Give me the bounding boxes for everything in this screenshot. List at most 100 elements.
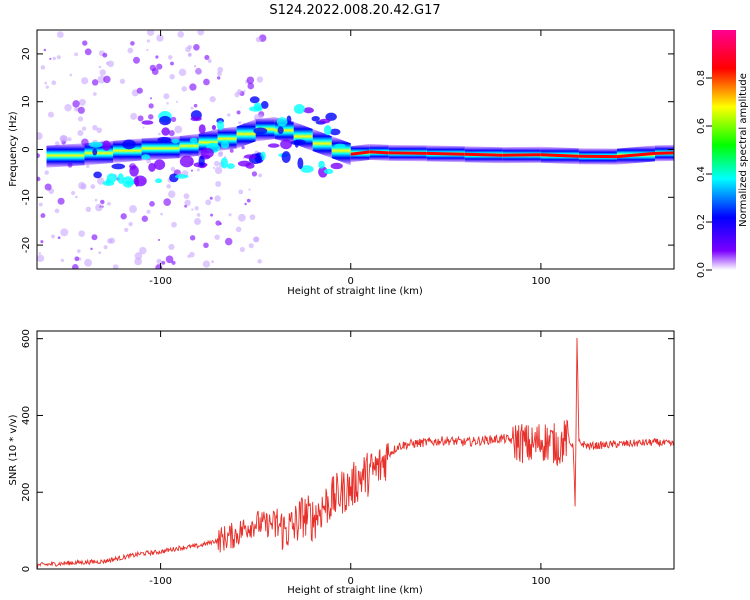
heatmap-noise-cell: [98, 65, 102, 69]
heatmap-noise-cell: [49, 57, 52, 60]
colorbar-label: Normalized spectral amplitude: [738, 73, 749, 227]
heatmap-noise-cell: [142, 126, 145, 129]
heatmap-blob: [318, 166, 328, 178]
heatmap-blob: [329, 128, 341, 136]
heatmap-noise-cell: [133, 56, 140, 64]
spectrogram-y-label: Frequency (Hz): [8, 111, 19, 187]
heatmap-noise-cell: [244, 202, 247, 206]
heatmap-noise-cell: [195, 68, 203, 75]
heatmap-blob: [189, 137, 198, 143]
heatmap-noise-cell: [69, 73, 73, 77]
heatmap-noise-cell: [156, 63, 163, 70]
heatmap-noise-cell: [204, 54, 210, 60]
heatmap-noise-cell: [178, 68, 187, 77]
heatmap-blob: [89, 141, 103, 148]
heatmap-noise-cell: [171, 260, 176, 265]
heatmap-ridge-segment: [46, 143, 85, 168]
heatmap-noise-cell: [120, 213, 127, 220]
heatmap-blob: [290, 140, 304, 145]
heatmap-blob: [286, 115, 292, 124]
heatmap-noise-cell: [155, 264, 163, 269]
heatmap-noise-cell: [248, 188, 251, 191]
heatmap-ridge-peak: [350, 150, 370, 156]
heatmap-blob: [267, 143, 280, 148]
heatmap-noise-cell: [194, 217, 201, 225]
heatmap-noise-cell: [165, 255, 174, 264]
heatmap-x-tick-label: 0: [348, 276, 354, 287]
heatmap-noise-cell: [127, 47, 134, 54]
colorbar-ticks: 0.0 0.2 0.4 0.6 0.8: [696, 70, 712, 278]
heatmap-noise-cell: [175, 100, 179, 103]
snr-y-ticks: 0 200 400 600: [21, 329, 674, 572]
heatmap-x-tick-label: -100: [149, 276, 172, 287]
heatmap-blob: [297, 157, 304, 170]
heatmap-noise-cell: [56, 55, 61, 60]
heatmap-noise-cell: [84, 258, 92, 267]
heatmap-noise-cell: [92, 92, 97, 96]
heatmap-noise-cell: [156, 258, 162, 265]
heatmap-noise-cell: [187, 254, 191, 258]
heatmap-noise-cell: [189, 235, 196, 241]
heatmap-noise-cell: [148, 114, 154, 120]
heatmap-noise-cell: [149, 97, 153, 100]
heatmap-noise-cell: [252, 236, 259, 243]
heatmap-noise-cell: [57, 197, 65, 205]
heatmap-noise-cell: [214, 234, 220, 240]
snr-y-tick-label: 0: [21, 566, 32, 572]
snr-y-tick-label: 600: [21, 329, 32, 348]
heatmap-noise-cell: [146, 209, 151, 214]
heatmap-blob: [293, 104, 305, 115]
heatmap-noise-cell: [170, 61, 174, 66]
heatmap-noise-cell: [163, 93, 170, 100]
heatmap-noise-cell: [188, 52, 192, 57]
heatmap-noise-cell: [209, 96, 216, 103]
heatmap-noise-cell: [52, 56, 56, 61]
heatmap-noise-cell: [196, 213, 201, 217]
heatmap-noise-cell: [258, 114, 264, 120]
heatmap-noise-cell: [51, 80, 57, 86]
heatmap-noise-cell: [107, 60, 115, 68]
heatmap-noise-cell: [103, 245, 108, 250]
heatmap-noise-cell: [128, 205, 137, 214]
heatmap-noise-cell: [238, 189, 244, 195]
spectrogram-x-label: Height of straight line (km): [287, 286, 423, 297]
heatmap-noise-cell: [74, 195, 78, 199]
heatmap-noise-cell: [74, 52, 79, 57]
heatmap-y-tick-label: 20: [21, 48, 32, 61]
heatmap-noise-cell: [171, 221, 177, 228]
heatmap-noise-cell: [169, 73, 175, 80]
heatmap-blob: [277, 126, 284, 135]
heatmap-blob: [92, 148, 98, 156]
heatmap-noise-cell: [40, 65, 46, 70]
heatmap-noise-cell: [185, 46, 191, 53]
heatmap-noise-cell: [91, 79, 99, 86]
heatmap-noise-cell: [38, 252, 42, 255]
heatmap-blob: [153, 159, 166, 170]
snr-y-tick-label: 200: [21, 483, 32, 502]
heatmap-noise-cell: [60, 258, 64, 263]
spectrogram-y-ticks: -20 -10 0 10 20: [21, 48, 674, 253]
heatmap-noise-cell: [82, 40, 88, 46]
heatmap-noise-cell: [247, 82, 255, 90]
heatmap-noise-cell: [190, 169, 194, 172]
heatmap-noise-cell: [77, 116, 84, 122]
snr-plot: -100 0 100 0 200 400 600 Height of straight l…: [8, 329, 675, 596]
heatmap-blob: [93, 171, 102, 179]
heatmap-noise-cell: [72, 264, 79, 269]
heatmap-blob: [211, 124, 216, 131]
heatmap-noise-cell: [256, 76, 264, 83]
heatmap-blob: [200, 147, 214, 159]
heatmap-noise-cell: [163, 198, 172, 206]
heatmap-noise-cell: [197, 30, 205, 36]
heatmap-blob: [157, 136, 171, 143]
heatmap-noise-cell: [38, 202, 43, 207]
heatmap-noise-cell: [218, 151, 224, 156]
heatmap-noise-cell: [205, 199, 212, 206]
heatmap-blob: [148, 162, 156, 172]
heatmap-noise-cell: [202, 260, 211, 268]
heatmap-noise-cell: [242, 156, 245, 160]
heatmap-noise-cell: [81, 77, 89, 85]
heatmap-noise-cell: [128, 221, 133, 227]
heatmap-noise-cell: [96, 127, 103, 134]
